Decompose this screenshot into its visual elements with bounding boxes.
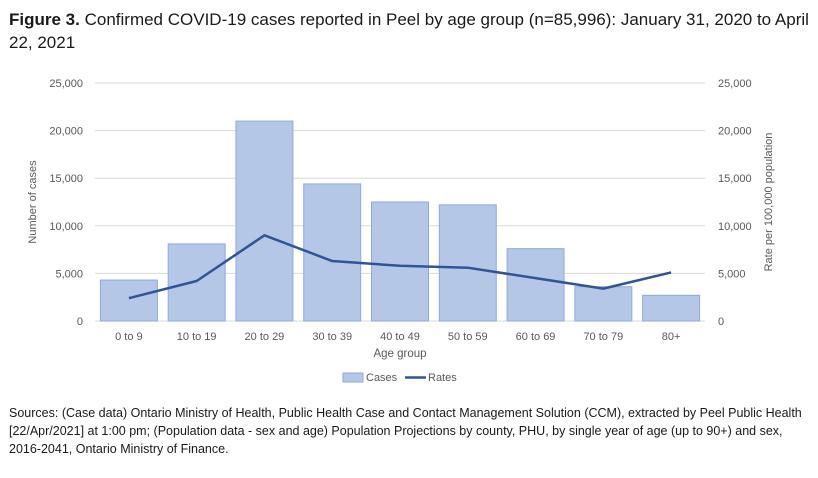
x-tick-label: 40 to 49: [380, 331, 420, 343]
bar-cases: [506, 248, 565, 322]
y2-tick-label: 5,000: [718, 268, 746, 280]
figure-caption: Confirmed COVID-19 cases reported in Pee…: [9, 10, 809, 52]
source-prefix: Sources:: [9, 406, 59, 420]
y2-tick-label: 20,000: [718, 126, 752, 138]
bar-cases: [167, 243, 226, 322]
x-tick-label: 20 to 29: [245, 331, 285, 343]
x-tick-label: 70 to 79: [583, 331, 623, 343]
y-tick-label: 5,000: [55, 268, 83, 280]
y2-axis-title: Rate per 100,000 population: [763, 133, 775, 272]
bar-cases: [574, 286, 633, 322]
bar-cases: [303, 183, 362, 322]
figure-label: Figure 3.: [9, 10, 80, 29]
y-tick-label: 15,000: [49, 173, 83, 185]
y-axis-title: Number of cases: [27, 160, 39, 244]
x-tick-label: 10 to 19: [177, 331, 217, 343]
x-tick-label: 50 to 59: [448, 331, 488, 343]
legend-label-cases: Cases: [366, 372, 398, 384]
x-tick-label: 80+: [662, 331, 681, 343]
y2-tick-label: 0: [718, 316, 724, 328]
y2-tick-label: 10,000: [718, 221, 752, 233]
x-tick-label: 0 to 9: [115, 331, 143, 343]
bar-cases: [371, 201, 429, 322]
x-axis-title: Age group: [373, 348, 426, 360]
source-text: (Case data) Ontario Ministry of Health, …: [9, 406, 802, 456]
figure-title: Figure 3. Confirmed COVID-19 cases repor…: [9, 8, 809, 54]
legend-label-rates: Rates: [428, 372, 457, 384]
y2-tick-label: 15,000: [718, 173, 752, 185]
x-tick-label: 30 to 39: [312, 331, 352, 343]
y-tick-label: 10,000: [49, 221, 83, 233]
combo-chart: 0 5,000 10,000 15,000 20,000 25,000 0 5,000 10,0…: [27, 78, 775, 384]
y2-tick-label: 25,000: [718, 78, 752, 90]
bar-cases: [235, 120, 294, 322]
y-tick-label: 20,000: [49, 126, 83, 138]
bar-cases: [438, 204, 497, 322]
line-rates: [128, 234, 672, 300]
source-note: Sources: (Case data) Ontario Ministry of…: [9, 404, 809, 458]
y-tick-label: 25,000: [49, 78, 83, 90]
bar-cases: [99, 279, 158, 322]
x-tick-label: 60 to 69: [516, 331, 556, 343]
y-tick-label: 0: [77, 316, 83, 328]
bar-cases: [642, 294, 701, 322]
legend-swatch-cases: [342, 372, 364, 383]
